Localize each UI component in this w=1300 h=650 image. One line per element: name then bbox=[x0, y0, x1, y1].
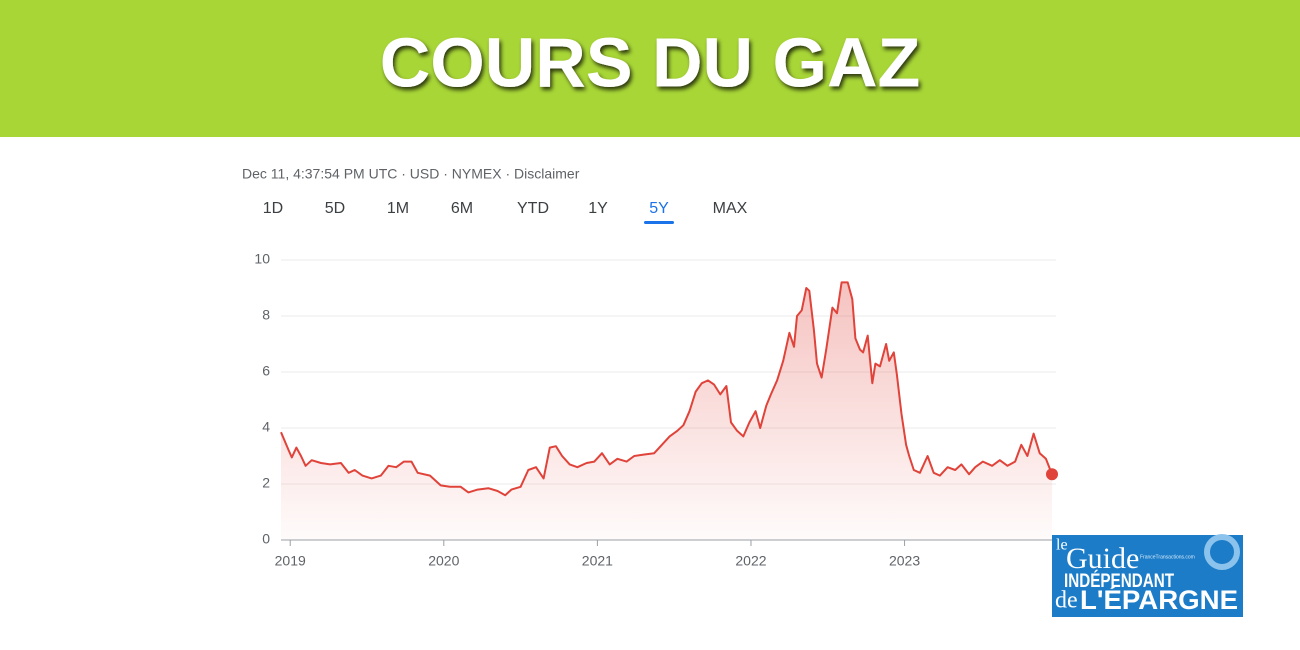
x-tick-label: 2023 bbox=[889, 553, 920, 569]
y-tick-label: 0 bbox=[262, 531, 270, 547]
logo-text: L'ÉPARGNE bbox=[1080, 584, 1238, 615]
x-tick-label: 2021 bbox=[582, 553, 613, 569]
range-tab[interactable]: 1D bbox=[263, 200, 283, 217]
chart: 0 2 4 6 8 10 2019 2020 2021 2022 2023 bbox=[254, 251, 1058, 569]
y-tick-label: 4 bbox=[262, 419, 270, 435]
logo-ring bbox=[1204, 534, 1240, 570]
area bbox=[281, 282, 1052, 540]
y-tick-label: 2 bbox=[262, 475, 270, 491]
x-tick-label: 2022 bbox=[735, 553, 766, 569]
meta-line: Dec 11, 4:37:54 PM UTC · USD · NYMEX · D… bbox=[242, 166, 580, 182]
x-tick-label: 2020 bbox=[428, 553, 459, 569]
logo-text: Guide bbox=[1066, 542, 1139, 575]
range-tab[interactable]: YTD bbox=[517, 200, 549, 217]
range-tabs: 1D 5D 1M 6M YTD 1Y 5Y MAX bbox=[263, 200, 748, 224]
y-tick-label: 8 bbox=[262, 307, 270, 323]
line bbox=[280, 281, 1053, 497]
logo: le Guide FranceTransactions.com INDÉPEND… bbox=[1052, 534, 1243, 617]
range-tab[interactable]: 5Y bbox=[649, 200, 669, 217]
logo-text: le bbox=[1056, 537, 1068, 554]
logo-text: de bbox=[1055, 588, 1078, 614]
y-tick-label: 10 bbox=[254, 251, 270, 267]
end-point bbox=[1046, 468, 1058, 481]
range-tab[interactable]: 1Y bbox=[588, 200, 608, 217]
range-tab[interactable]: MAX bbox=[713, 200, 748, 217]
logo-site: FranceTransactions.com bbox=[1140, 554, 1195, 560]
range-tab[interactable]: 6M bbox=[451, 200, 473, 217]
range-tab[interactable]: 1M bbox=[387, 200, 409, 217]
tab-underline bbox=[644, 221, 674, 224]
header-band bbox=[0, 0, 1300, 137]
y-tick-label: 6 bbox=[262, 363, 270, 379]
range-tab[interactable]: 5D bbox=[325, 200, 345, 217]
x-tick-label: 2019 bbox=[275, 553, 306, 569]
header-title: COURS DU GAZ bbox=[380, 23, 921, 101]
logo-box bbox=[1052, 535, 1243, 617]
logo-text: INDÉPENDANT bbox=[1064, 570, 1174, 592]
